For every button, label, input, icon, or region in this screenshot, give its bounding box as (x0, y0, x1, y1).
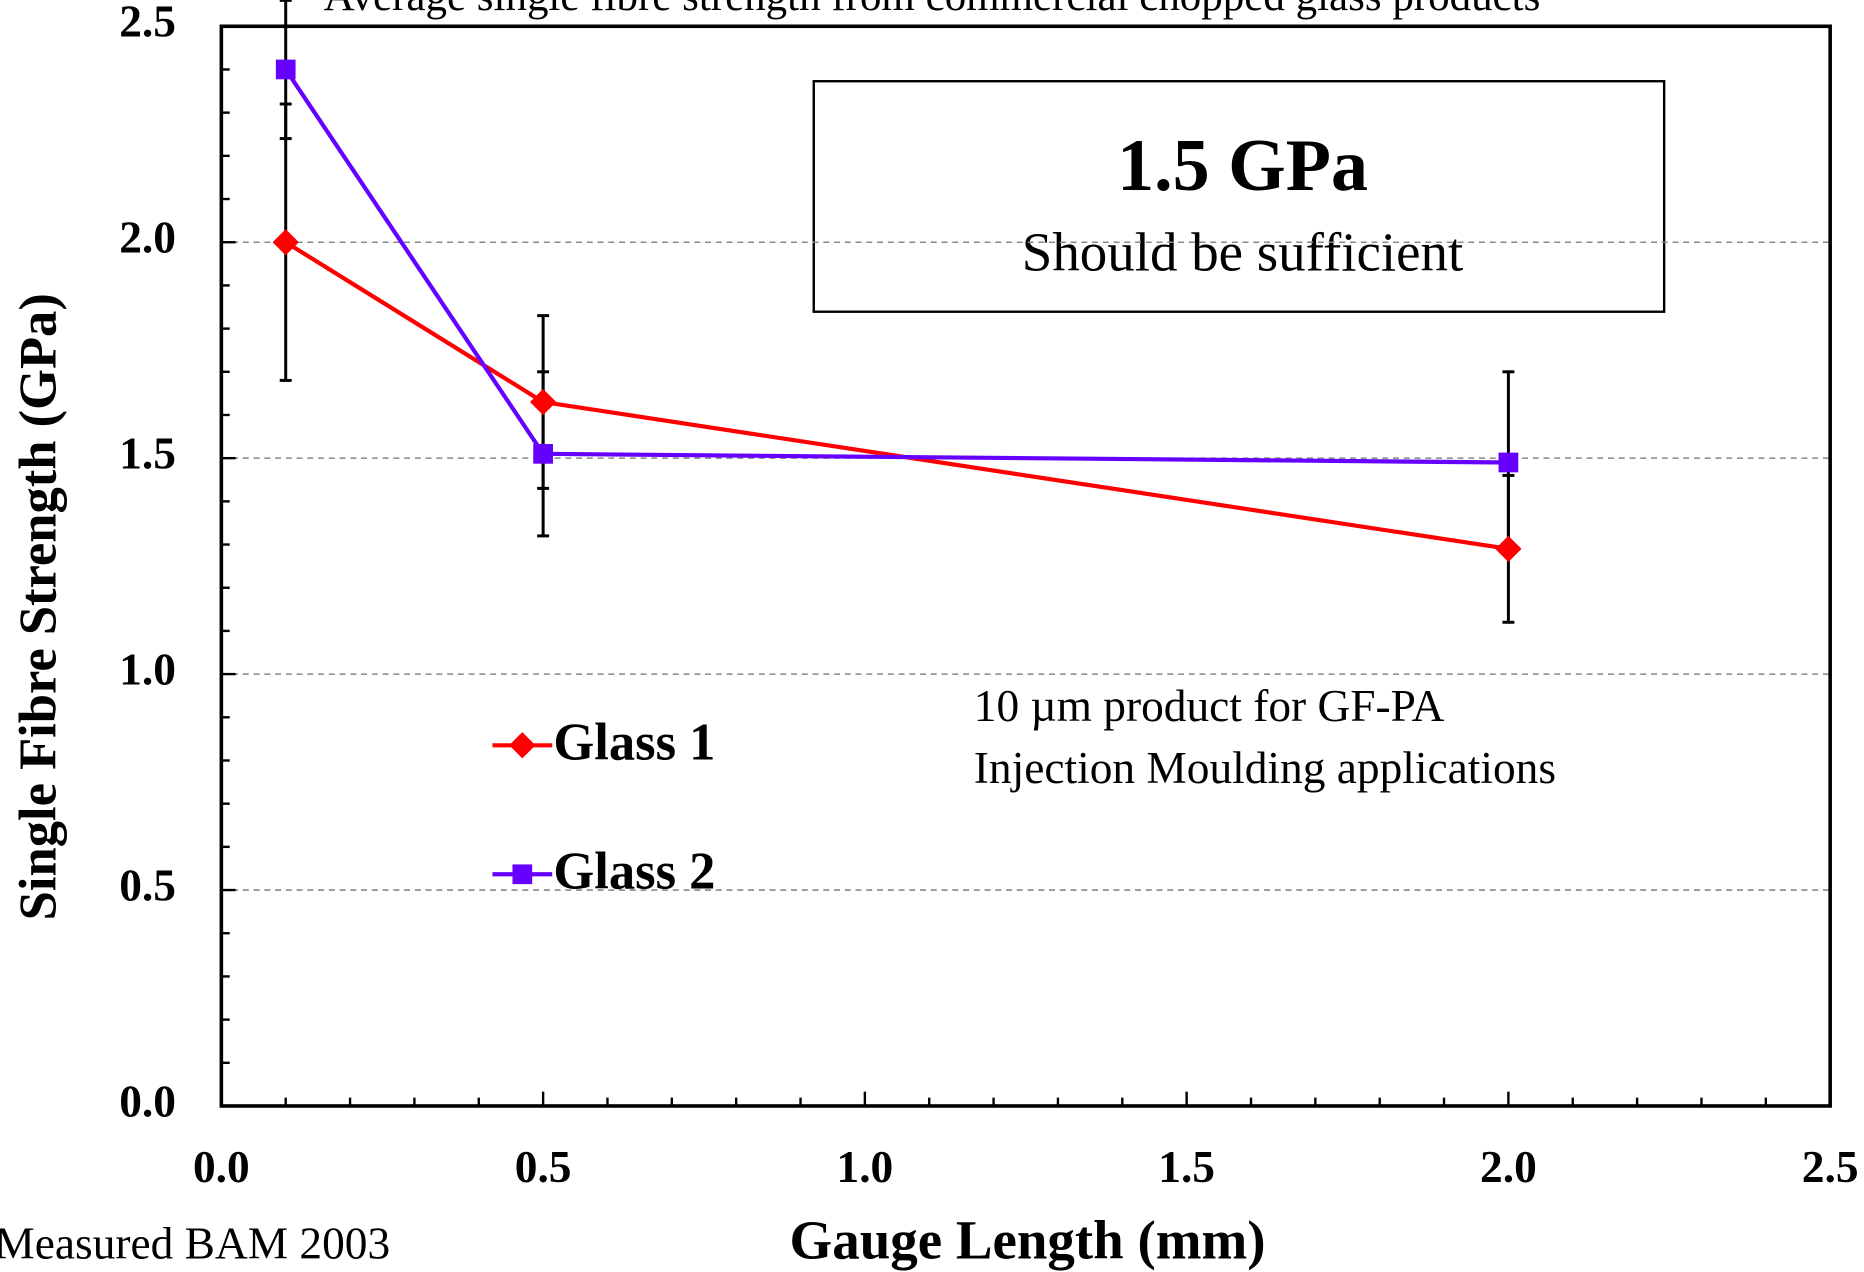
annotation: 10 µm product for GF-PA (974, 681, 1445, 731)
annotation: Injection Moulding applications (974, 743, 1556, 793)
x-tick-label: 1.0 (837, 1142, 894, 1192)
series-line (284, 240, 1509, 551)
marker (1498, 452, 1519, 473)
y-tick-label: 0.0 (119, 1076, 176, 1126)
y-axis-label: Single Fibre Strength (GPa) (9, 293, 67, 920)
y-tick-label: 1.0 (119, 645, 176, 695)
x-tick-label: 2.0 (1480, 1142, 1537, 1192)
plot-frame (219, 24, 1832, 1108)
y-tick-label: 2.5 (119, 0, 176, 47)
legend-label: Glass 1 (553, 714, 715, 772)
legend-label: Glass 2 (553, 843, 715, 901)
marker (533, 443, 553, 464)
y-tick-label: 0.5 (119, 860, 176, 910)
marker (1495, 535, 1522, 562)
footnote: Measured BAM 2003 (0, 1219, 390, 1269)
annotation-box (812, 80, 1666, 313)
annotation: 1.5 GPa (1117, 125, 1368, 207)
marker (529, 388, 557, 416)
y-tick-label: 2.0 (119, 213, 176, 263)
x-tick-label: 1.5 (1158, 1142, 1215, 1192)
x-tick-label: 0.5 (515, 1142, 572, 1192)
y-tick-label: 1.5 (119, 429, 176, 479)
x-tick-label: 0.0 (193, 1142, 250, 1192)
chart-title: Average single fibre strength from comme… (324, 0, 1541, 20)
marker (272, 229, 299, 256)
x-tick-label: 2.5 (1802, 1142, 1859, 1192)
marker (275, 59, 296, 80)
legend-marker (512, 864, 533, 885)
annotation: Should be sufficient (1022, 222, 1463, 283)
x-axis-label: Gauge Length (mm) (790, 1209, 1266, 1270)
legend-marker (509, 732, 536, 759)
